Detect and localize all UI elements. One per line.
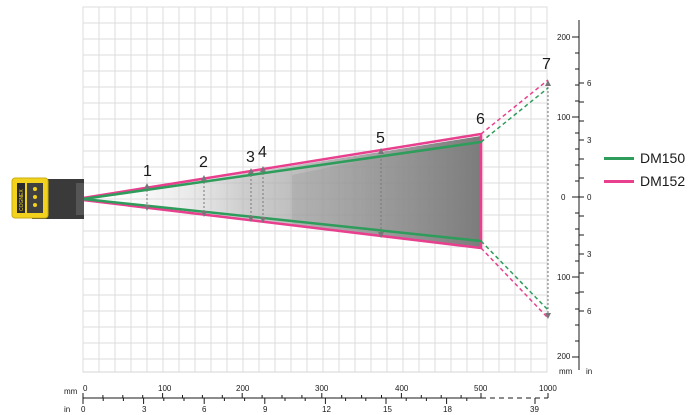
measurement-arrows [146,83,549,316]
legend-swatch-dm150 [604,156,634,160]
bottom-mm-tick-label: 300 [315,384,329,393]
right-in-tick-label: 3 [587,136,592,145]
right-mm-unit: mm [559,367,573,376]
bottom-mm-tick-label: 1000 [539,384,557,393]
bottom-mm-tick-label: 500 [474,384,488,393]
bottom-in-tick-label: 3 [142,405,147,414]
bottom-mm-tick-label: 100 [158,384,172,393]
legend-swatch-dm152 [604,179,634,183]
bottom-mm-unit: mm [64,387,78,396]
right-in-tick-label: 0 [587,193,592,202]
marker-labels: 1 2 3 4 5 6 7 [143,56,551,180]
bottom-in-tick-label: 0 [81,405,86,414]
right-in-tick-label: 3 [587,250,592,259]
reader-device: COGNEX [11,177,84,219]
bottom-mm-tick-label: 0 [83,384,88,393]
legend-item-dm150: DM150 [604,148,685,168]
bottom-axis: mm in 0 100 200 300 400 500 1000 0 3 6 9… [64,384,557,414]
marker-5: 5 [376,130,385,147]
device-brand-text: COGNEX [19,189,25,211]
bottom-in-unit: in [64,405,70,414]
right-in-tick-label: 6 [587,79,592,88]
bottom-in-tick-label: 39 [530,405,539,414]
bottom-in-tick-label: 18 [443,405,452,414]
marker-3: 3 [246,149,255,166]
right-mm-tick-label: 200 [557,352,571,361]
right-mm-tick-label: 100 [557,113,571,122]
legend-label-dm150: DM150 [640,150,686,166]
right-in-tick-label: 6 [587,307,592,316]
bottom-in-tick-label: 6 [202,405,207,414]
bottom-mm-tick-label: 400 [395,384,409,393]
marker-1: 1 [143,163,152,180]
right-mm-tick-label: 0 [561,193,566,202]
bottom-in-tick-label: 9 [263,405,268,414]
legend-item-dm152: DM152 [604,171,685,191]
marker-4: 4 [258,144,267,161]
marker-2: 2 [199,154,208,171]
legend-label-dm152: DM152 [640,173,686,189]
right-mm-tick-label: 200 [557,33,571,42]
bottom-mm-tick-label: 200 [236,384,250,393]
arrow-heads [144,80,551,319]
right-mm-tick-label: 100 [557,273,571,282]
bottom-in-tick-label: 12 [322,405,331,414]
bottom-in-tick-label: 15 [383,405,392,414]
right-axis: 200 100 0 100 200 6 3 0 3 6 mm in [557,20,592,376]
marker-7: 7 [542,56,551,73]
right-in-unit: in [586,367,592,376]
marker-6: 6 [476,111,485,128]
dm152-boundary [82,79,549,319]
